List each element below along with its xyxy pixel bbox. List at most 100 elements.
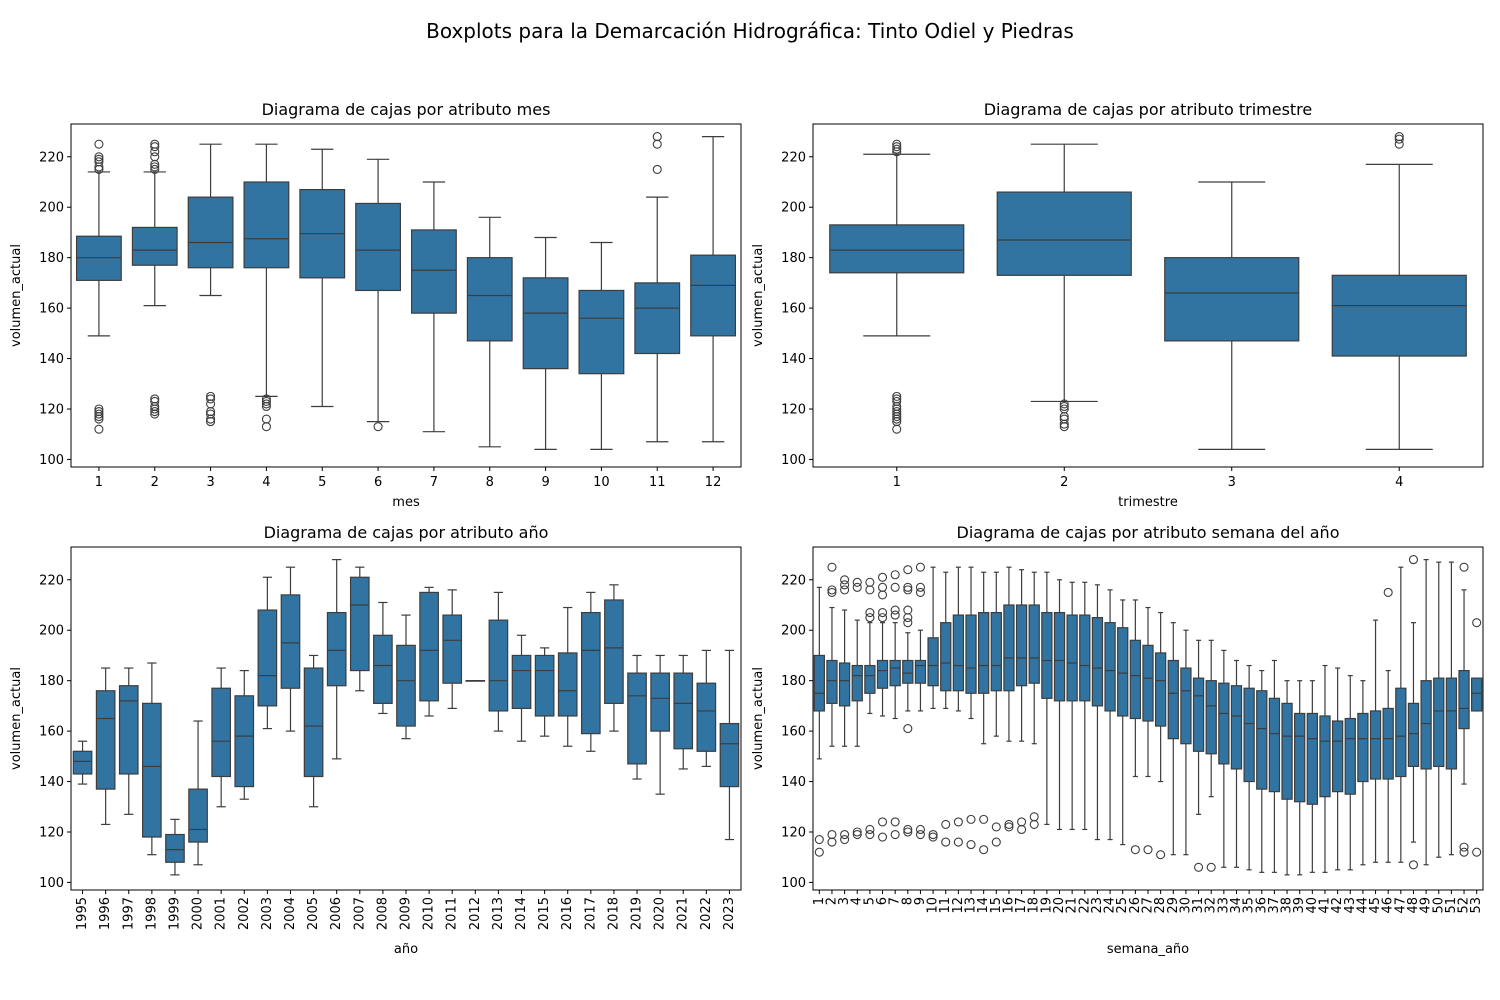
outlier-point	[1459, 562, 1469, 572]
box-41	[1319, 664, 1331, 873]
box-1995	[72, 740, 93, 785]
iqr-box	[1205, 680, 1217, 755]
x-tick-label: 39	[1292, 897, 1307, 914]
x-tick-label: 2014	[514, 897, 529, 930]
iqr-box	[75, 235, 122, 281]
x-tick-label: 2012	[468, 897, 483, 930]
outlier-point	[890, 570, 900, 580]
outlier-point	[814, 835, 824, 845]
iqr-box	[1167, 659, 1179, 740]
iqr-box	[187, 196, 234, 269]
iqr-box	[813, 654, 825, 712]
outlier-point	[915, 829, 926, 840]
x-tick-label: 7	[430, 475, 438, 490]
iqr-box	[927, 637, 939, 687]
y-tick-label: 160	[39, 302, 64, 317]
iqr-box	[1003, 604, 1015, 692]
x-tick-label: 2002	[237, 897, 252, 930]
outlier-point	[206, 394, 216, 404]
outlier-point	[1408, 555, 1419, 565]
iqr-box	[1471, 677, 1483, 712]
box-2	[826, 562, 838, 847]
y-tick-label: 160	[781, 725, 806, 740]
box-2013	[488, 591, 509, 732]
box-2000	[188, 720, 208, 866]
x-tick-label: 31	[1191, 897, 1206, 914]
figure-title: Boxplots para la Demarcación Hidrográfic…	[426, 19, 1074, 43]
y-tick-label: 120	[39, 825, 64, 840]
x-tick-label: 2008	[375, 897, 390, 930]
box-5	[864, 577, 876, 840]
box-42	[1331, 667, 1344, 871]
outlier-point	[150, 147, 160, 157]
outlier-point	[1156, 850, 1166, 860]
outlier-point	[890, 817, 900, 827]
box-2006	[326, 559, 347, 760]
box-1998	[142, 662, 162, 856]
iqr-box	[396, 644, 416, 727]
iqr-box	[118, 685, 139, 775]
iqr-box	[1154, 652, 1167, 727]
box-2019	[627, 654, 647, 780]
x-tick-label: 24	[1103, 897, 1118, 914]
x-tick-label: 13	[964, 897, 979, 914]
x-tick-label: 29	[1166, 897, 1181, 914]
outlier-point	[840, 575, 850, 585]
iqr-box	[488, 619, 509, 712]
iqr-box	[349, 576, 370, 672]
box-7	[889, 570, 901, 840]
x-tick-label: 45	[1368, 897, 1383, 914]
outlier-point	[915, 562, 926, 572]
outlier-point	[827, 587, 837, 597]
iqr-box	[1243, 687, 1255, 783]
x-tick-label: 5	[318, 475, 326, 490]
x-axis-label: semana_año	[1107, 942, 1189, 957]
box-2008	[373, 601, 393, 715]
outlier-point	[814, 847, 824, 857]
iqr-box	[1028, 604, 1040, 684]
iqr-box	[978, 611, 990, 694]
x-axis-label: trimestre	[1118, 495, 1178, 510]
box-28	[1154, 611, 1167, 860]
x-tick-label: 2001	[214, 897, 229, 930]
x-tick-label: 2003	[260, 897, 275, 930]
box-2012	[465, 680, 486, 682]
iqr-box	[1344, 717, 1356, 795]
outlier-point	[865, 608, 875, 618]
iqr-box	[996, 191, 1132, 276]
iqr-box	[1395, 687, 1407, 778]
iqr-box	[1445, 677, 1458, 770]
box-1999	[165, 818, 185, 876]
box-2002	[234, 669, 255, 800]
box-19	[1041, 571, 1053, 826]
box-49	[1420, 559, 1432, 866]
iqr-box	[902, 659, 914, 684]
x-tick-label: 2021	[676, 897, 691, 930]
x-tick-label: 1996	[98, 897, 113, 930]
outlier-point	[991, 822, 1001, 832]
outlier-point	[966, 814, 976, 824]
box-29	[1167, 622, 1179, 856]
outlier-point	[94, 414, 104, 424]
panel-title: Diagrama de cajas por atributo mes	[262, 100, 551, 119]
x-tick-label: 42	[1330, 897, 1345, 914]
iqr-box	[1053, 611, 1066, 702]
iqr-box	[131, 226, 178, 266]
box-2003	[257, 576, 278, 730]
boxplot-panel-3: Diagrama de cajas por atributo año 100 120…	[9, 523, 742, 957]
outlier-point	[903, 824, 913, 835]
outlier-point	[827, 829, 837, 840]
x-tick-label: 12	[951, 897, 966, 914]
outlier-point	[840, 835, 850, 845]
outlier-point	[979, 814, 989, 824]
outlier-point	[877, 613, 888, 623]
box-34	[1230, 659, 1243, 868]
outlier-point	[890, 610, 900, 620]
iqr-box	[1331, 274, 1467, 357]
box-11	[940, 571, 952, 847]
y-tick-label: 220	[39, 150, 64, 165]
iqr-box	[627, 672, 647, 765]
outlier-point	[1408, 860, 1419, 870]
box-5	[299, 148, 346, 408]
x-tick-label: 25	[1115, 897, 1130, 914]
